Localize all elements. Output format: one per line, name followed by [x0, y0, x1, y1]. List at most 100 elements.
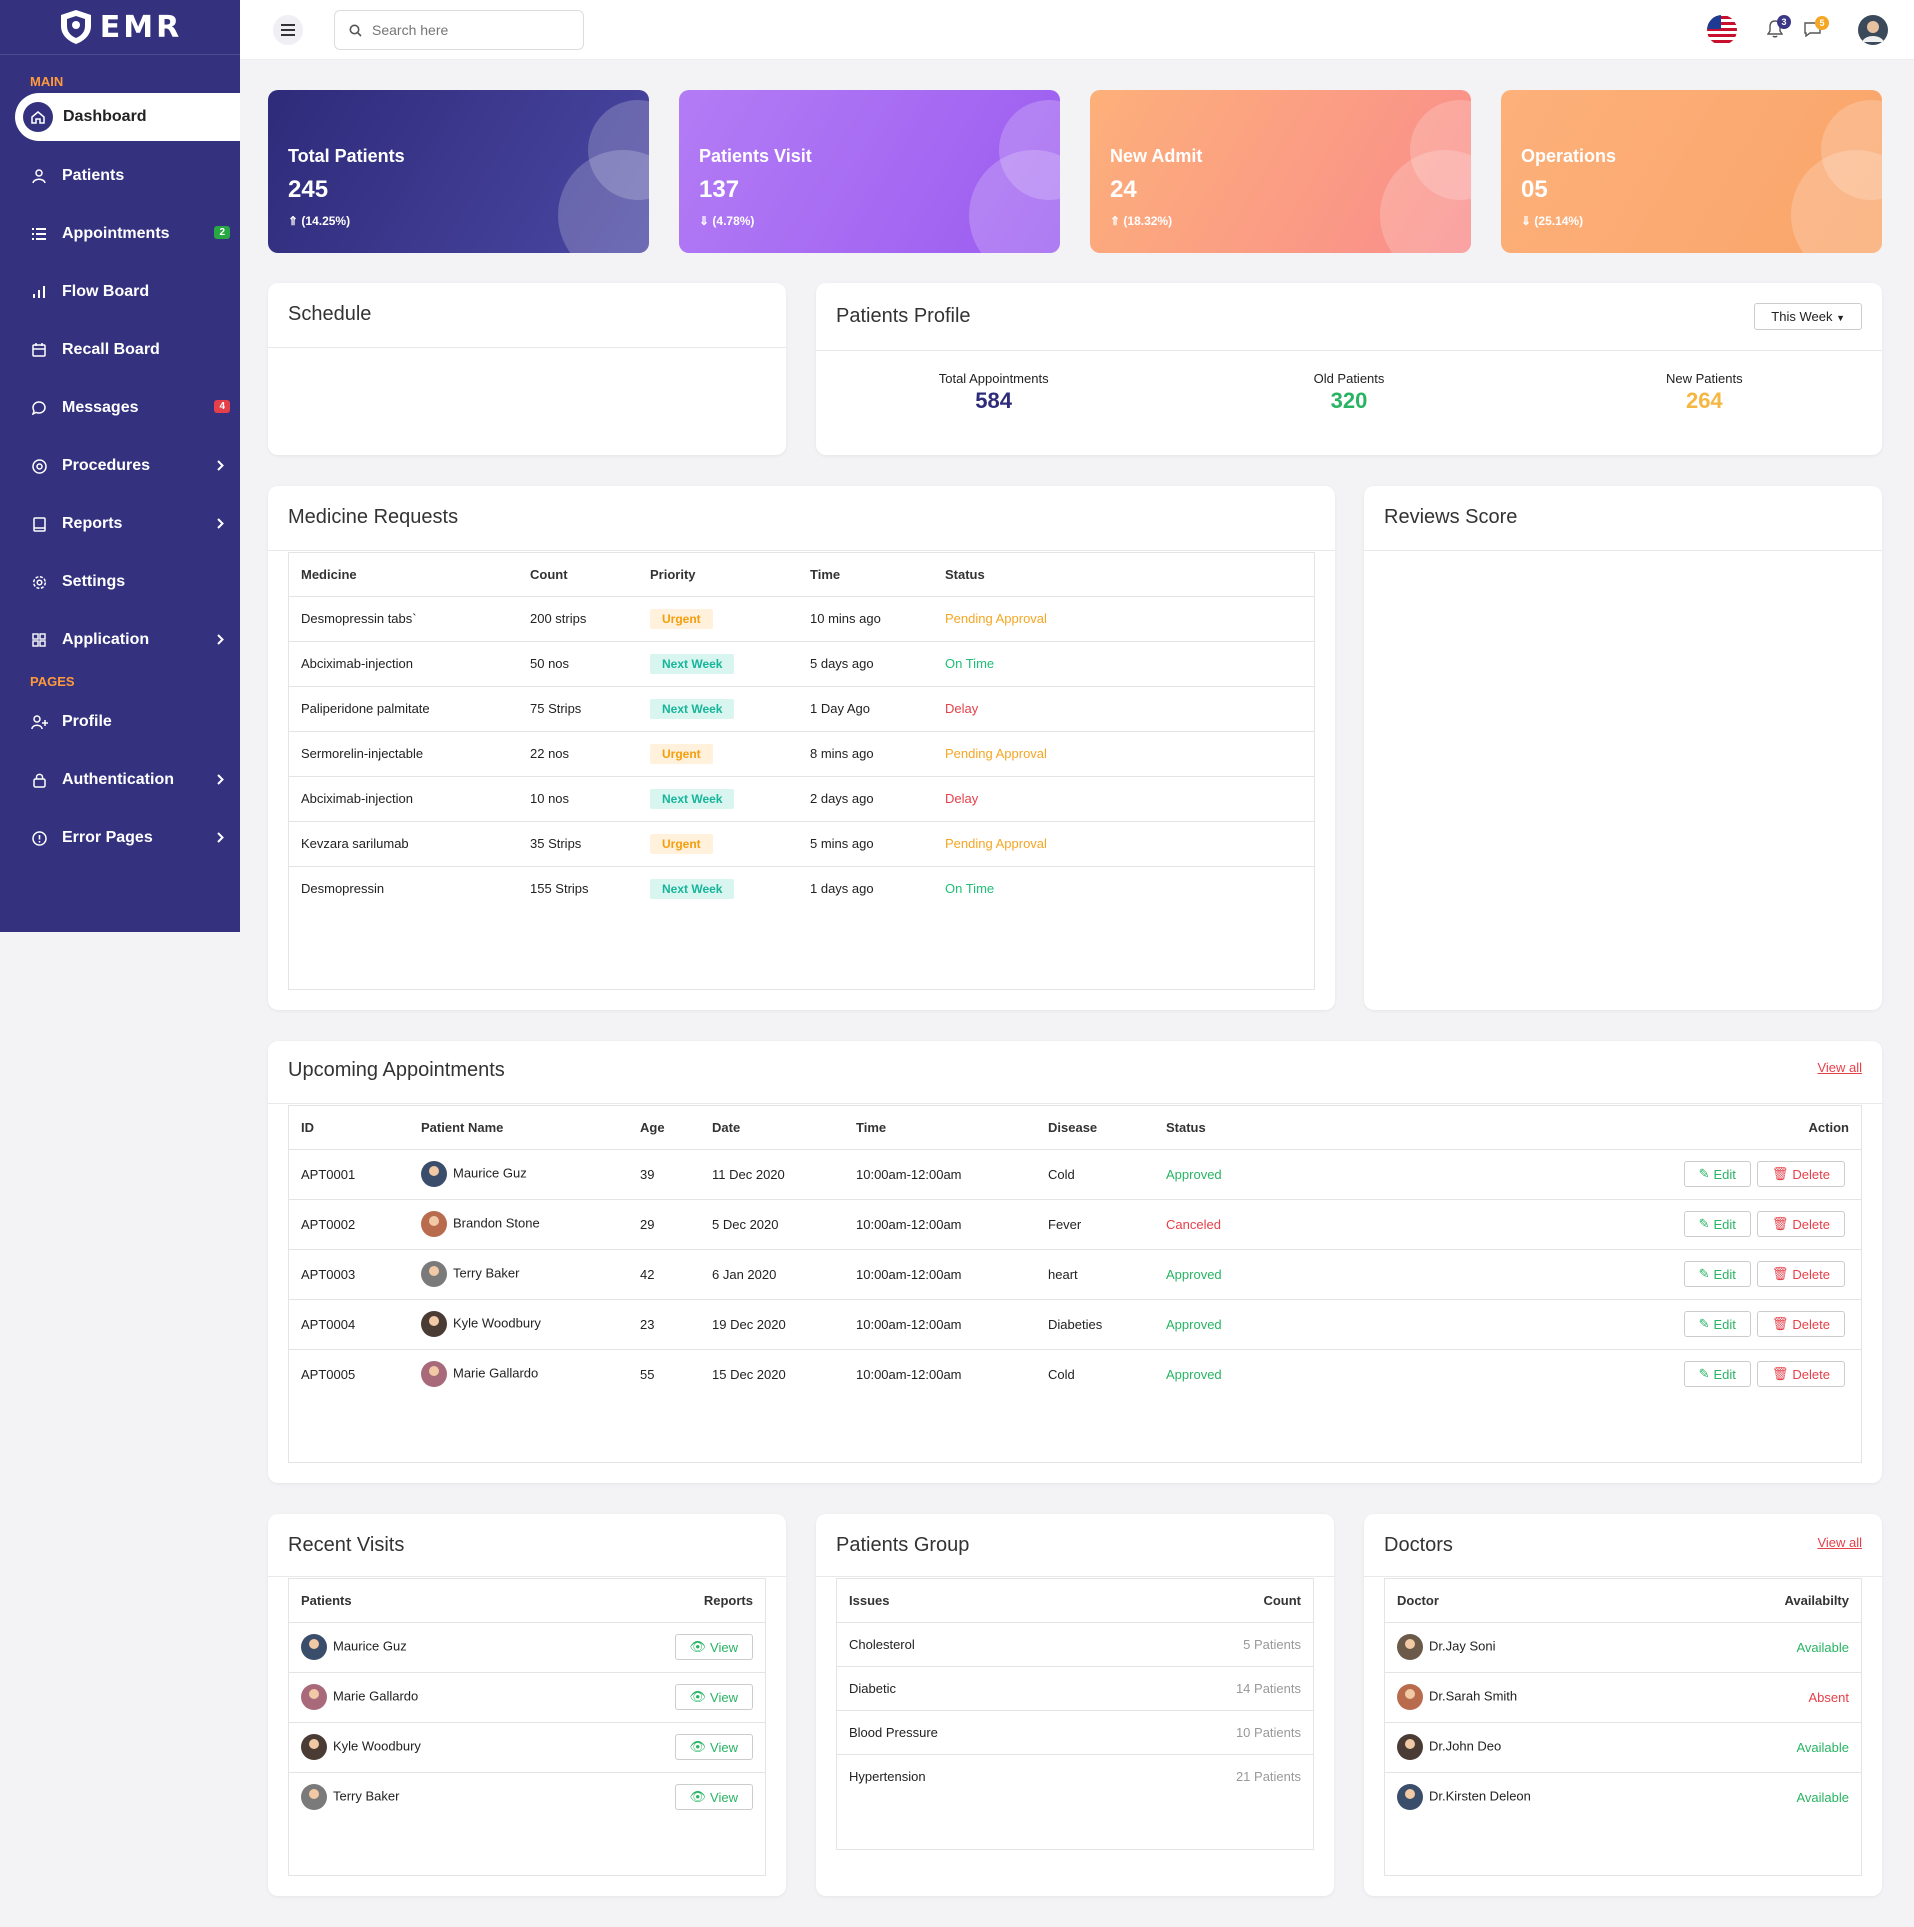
- sidebar-item-label: Authentication: [62, 771, 174, 788]
- logo-text: EMR: [99, 9, 183, 45]
- column-header: Status: [1166, 1119, 1206, 1135]
- table-row[interactable]: Kyle Woodbury 👁 View: [289, 1722, 765, 1772]
- delete-label: Delete: [1792, 1216, 1830, 1232]
- delete-button[interactable]: 🗑 Delete: [1756, 1361, 1845, 1388]
- table-row[interactable]: Cholesterol 5 Patients: [837, 1622, 1313, 1666]
- table-header-row: Doctor Availabilty: [1385, 1579, 1861, 1622]
- edit-button[interactable]: ✎ Edit: [1683, 1361, 1751, 1388]
- sidebar-item-dashboard[interactable]: Dashboard: [15, 93, 240, 141]
- table-row[interactable]: APT0004 Kyle Woodbury 23 19 Dec 2020 10:00am…: [289, 1299, 1861, 1349]
- sidebar-item-flow-board[interactable]: Flow Board: [0, 263, 240, 321]
- table-cell: 55: [640, 1366, 655, 1382]
- edit-button[interactable]: ✎ Edit: [1683, 1311, 1751, 1337]
- sidebar-item-reports[interactable]: Reports: [0, 495, 240, 553]
- delete-button[interactable]: 🗑 Delete: [1756, 1311, 1845, 1337]
- action-cell: ✎ Edit 🗑 Delete: [1354, 1149, 1861, 1199]
- table-row[interactable]: APT0001 Maurice Guz 39 11 Dec 2020 10:00am-1…: [289, 1149, 1861, 1199]
- table-row[interactable]: Blood Pressure 10 Patients: [837, 1710, 1313, 1754]
- table-cell: Delay: [933, 776, 1314, 821]
- table-row[interactable]: Dr.Sarah Smith Absent: [1385, 1672, 1861, 1722]
- table-row[interactable]: APT0002 Brandon Stone 29 5 Dec 2020 10:00am-…: [289, 1199, 1861, 1249]
- user-avatar[interactable]: [1857, 14, 1889, 49]
- sidebar-item-authentication[interactable]: Authentication: [0, 751, 240, 809]
- period-dropdown[interactable]: This Week ▼: [1754, 303, 1862, 330]
- table-cell: 10:00am-12:00am: [856, 1166, 962, 1182]
- sidebar-item-error-pages[interactable]: Error Pages: [0, 809, 240, 867]
- table-row[interactable]: Diabetic 14 Patients: [837, 1666, 1313, 1710]
- issue-name: Cholesterol: [849, 1636, 915, 1652]
- medicine-table: Medicine Count Priority Time Status Desmopres…: [289, 553, 1314, 911]
- reviews-score-card: Reviews Score: [1364, 486, 1882, 1010]
- stat-card-new-admit[interactable]: New Admit 24 ⇑ (18.32%): [1090, 90, 1471, 253]
- table-row[interactable]: Dr.John Deo Available: [1385, 1722, 1861, 1772]
- edit-icon: ✎: [1698, 1316, 1710, 1331]
- edit-button[interactable]: ✎ Edit: [1683, 1211, 1751, 1237]
- table-row[interactable]: Desmopressin tabs` 200 strips Urgent 10 min…: [289, 596, 1314, 641]
- table-cell: Maurice Guz: [289, 1622, 567, 1672]
- target-icon: [30, 457, 48, 475]
- table-header-row: Medicine Count Priority Time Status: [289, 553, 1314, 596]
- table-row[interactable]: Marie Gallardo 👁 View: [289, 1672, 765, 1722]
- table-row[interactable]: Dr.Kirsten Deleon Available: [1385, 1772, 1861, 1822]
- stat-card-total-patients[interactable]: Total Patients 245 ⇑ (14.25%): [268, 90, 649, 253]
- table-row[interactable]: Abciximab-injection 10 nos Next Week 2 days…: [289, 776, 1314, 821]
- stat-card-operations[interactable]: Operations 05 ⇓ (25.14%): [1501, 90, 1882, 253]
- view-button[interactable]: 👁 View: [674, 1784, 753, 1811]
- sidebar-item-procedures[interactable]: Procedures: [0, 437, 240, 495]
- sidebar-item-profile[interactable]: Profile: [0, 693, 240, 751]
- menu-toggle-button[interactable]: [273, 15, 303, 45]
- priority-badge: Urgent: [650, 608, 713, 629]
- table-row[interactable]: Abciximab-injection 50 nos Next Week 5 days…: [289, 641, 1314, 686]
- sidebar-item-application[interactable]: Application: [0, 611, 240, 669]
- table-row[interactable]: Hypertension 21 Patients: [837, 1754, 1313, 1798]
- table-cell: APT0002: [301, 1216, 356, 1232]
- table-row[interactable]: APT0005 Marie Gallardo 55 15 Dec 2020 10:00a…: [289, 1349, 1861, 1399]
- messages-button[interactable]: 5: [1804, 16, 1829, 40]
- lock-icon: [30, 771, 48, 789]
- table-cell: Approved: [1154, 1299, 1354, 1349]
- sidebar-item-label: Flow Board: [62, 283, 150, 300]
- sidebar-item-patients[interactable]: Patients: [0, 147, 240, 205]
- delete-button[interactable]: 🗑 Delete: [1756, 1211, 1845, 1237]
- sidebar-item-messages[interactable]: Messages 4: [0, 379, 240, 437]
- view-button[interactable]: 👁 View: [674, 1684, 753, 1710]
- sidebar-item-appointments[interactable]: Appointments 2: [0, 205, 240, 263]
- table-cell: APT0005: [301, 1366, 356, 1382]
- table-cell: 👁 View: [567, 1672, 765, 1722]
- search-box[interactable]: [334, 10, 584, 50]
- notification-bell-button[interactable]: 3: [1766, 15, 1791, 41]
- logo[interactable]: EMR: [0, 0, 240, 55]
- search-input[interactable]: [372, 22, 552, 38]
- recent-visits-table: Patients Reports Maurice Guz 👁 View Marie Gal…: [289, 1579, 765, 1822]
- delete-button[interactable]: 🗑 Delete: [1756, 1261, 1845, 1287]
- edit-button[interactable]: ✎ Edit: [1683, 1261, 1751, 1287]
- table-row[interactable]: Dr.Jay Soni Available: [1385, 1622, 1861, 1672]
- table-cell: Pending Approval: [933, 596, 1314, 641]
- table-row[interactable]: Paliperidone palmitate 75 Strips Next Week…: [289, 686, 1314, 731]
- edit-label: Edit: [1713, 1316, 1736, 1332]
- list-icon: [30, 225, 48, 243]
- chevron-right-icon: [217, 830, 224, 848]
- table-cell: Delay: [933, 686, 1314, 731]
- view-button[interactable]: 👁 View: [674, 1634, 753, 1660]
- language-flag-icon[interactable]: [1706, 14, 1738, 49]
- stat-card-patients-visit[interactable]: Patients Visit 137 ⇓ (4.78%): [679, 90, 1060, 253]
- status-text: Pending Approval: [945, 836, 1047, 851]
- table-row[interactable]: Terry Baker 👁 View: [289, 1772, 765, 1822]
- avatar: [421, 1311, 447, 1337]
- sidebar-item-recall-board[interactable]: Recall Board: [0, 321, 240, 379]
- view-button[interactable]: 👁 View: [674, 1734, 753, 1760]
- sidebar-item-settings[interactable]: Settings: [0, 553, 240, 611]
- edit-button[interactable]: ✎ Edit: [1683, 1161, 1751, 1187]
- view-all-appointments-link[interactable]: View all: [1817, 1060, 1862, 1075]
- table-row[interactable]: Maurice Guz 👁 View: [289, 1622, 765, 1672]
- table-cell: 39: [640, 1166, 655, 1182]
- section-pages-label: PAGES: [30, 673, 75, 689]
- table-row[interactable]: Desmopressin 155 Strips Next Week 1 days ag…: [289, 866, 1314, 911]
- delete-button[interactable]: 🗑 Delete: [1756, 1161, 1845, 1187]
- table-row[interactable]: Kevzara sarilumab 35 Strips Urgent 5 mins a…: [289, 821, 1314, 866]
- view-all-doctors-link[interactable]: View all: [1817, 1535, 1862, 1550]
- table-row[interactable]: Sermorelin-injectable 22 nos Urgent 8 mins …: [289, 731, 1314, 776]
- trend-down-icon: ⇓: [699, 214, 710, 228]
- table-row[interactable]: APT0003 Terry Baker 42 6 Jan 2020 10:00am-12…: [289, 1249, 1861, 1299]
